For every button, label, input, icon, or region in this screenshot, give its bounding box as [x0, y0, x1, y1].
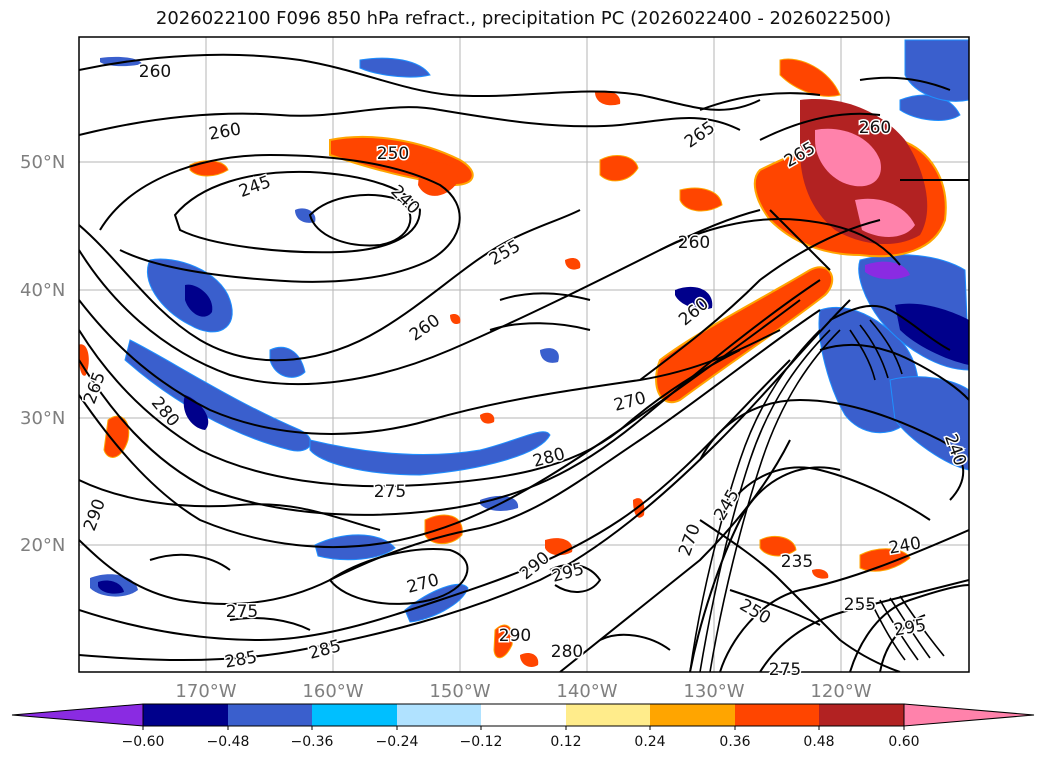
contour-label: 280 [551, 642, 583, 662]
colorbar-tick-label: −0.48 [207, 734, 250, 750]
colorbar-tick-label: 0.24 [634, 734, 665, 750]
contour-label: 235 [781, 552, 813, 572]
colorbar-tick-label: 0.48 [803, 734, 834, 750]
colorbar-swatch [819, 704, 904, 726]
dense-contours [689, 319, 945, 672]
colorbar-swatch [566, 704, 650, 726]
contour-label: 275 [374, 482, 406, 502]
contour-label: 250 [377, 144, 409, 164]
colorbar-swatch [397, 704, 481, 726]
contour-label: 255 [844, 595, 876, 615]
contour-label: 285 [223, 647, 258, 672]
contour-label: 275 [226, 602, 258, 622]
colorbar-tick-label: −0.12 [460, 734, 503, 750]
lon-label-170w: 170°W [175, 681, 236, 702]
lon-label-150w: 150°W [429, 681, 490, 702]
colorbar-tick-label: −0.36 [291, 734, 334, 750]
colorbar-swatch [650, 704, 735, 726]
refractivity-contours [79, 53, 969, 672]
map-title: 2026022100 F096 850 hPa refract., precip… [155, 8, 892, 29]
contour-label: 260 [678, 233, 710, 253]
colorbar-swatch [735, 704, 819, 726]
colorbar-tick-label: −0.24 [376, 734, 419, 750]
negative-anomaly-patches [90, 39, 969, 623]
lat-label-30n: 30°N [20, 408, 65, 429]
colorbar: −0.60 −0.48 −0.36 −0.24 −0.12 0.12 0.24 0.36 0.4… [11, 703, 1035, 750]
colorbar-tick-label: 0.12 [550, 734, 581, 750]
contour-label: 275 [769, 660, 801, 680]
contour-label: 290 [499, 626, 531, 646]
colorbar-swatch [312, 704, 397, 726]
lat-label-40n: 40°N [20, 280, 65, 301]
latitude-axis: 50°N 40°N 30°N 20°N [20, 152, 65, 556]
longitude-axis: 170°W 160°W 150°W 140°W 130°W 120°W [175, 681, 871, 702]
colorbar-tick-label: 0.60 [888, 734, 919, 750]
colorbar-swatch [481, 704, 566, 726]
contour-label: 260 [859, 118, 891, 138]
colorbar-swatch-over [903, 703, 1035, 727]
colorbar-tick-label: −0.60 [122, 734, 165, 750]
colorbar-tick-label: 0.36 [719, 734, 750, 750]
colorbar-swatch-under [11, 703, 144, 727]
lon-label-160w: 160°W [302, 681, 363, 702]
map-border [78, 36, 970, 673]
contour-label: 260 [139, 62, 171, 82]
lat-label-50n: 50°N [20, 152, 65, 173]
lat-label-20n: 20°N [20, 535, 65, 556]
lon-label-130w: 130°W [683, 681, 744, 702]
lon-label-120w: 120°W [810, 681, 871, 702]
lon-label-140w: 140°W [556, 681, 617, 702]
colorbar-swatch [228, 704, 312, 726]
colorbar-swatch [143, 704, 228, 726]
colorbar-outline [142, 703, 905, 727]
